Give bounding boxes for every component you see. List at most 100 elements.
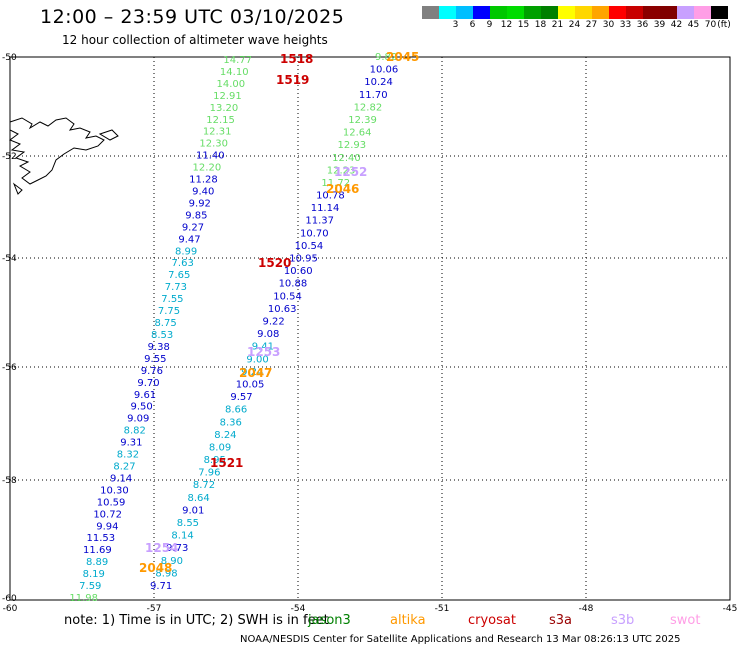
lat-tick-label: -58 bbox=[2, 476, 17, 486]
wave-height-value: 8.82 bbox=[124, 426, 146, 437]
scale-unit: (ft) bbox=[717, 20, 731, 30]
wave-height-value: 12.39 bbox=[348, 115, 377, 126]
lon-tick-label: -60 bbox=[3, 604, 18, 614]
wave-height-value: 10.72 bbox=[93, 509, 122, 520]
wave-height-value: 10.88 bbox=[279, 279, 308, 290]
wave-height-value: 9.76 bbox=[141, 366, 163, 377]
wave-height-value: 7.65 bbox=[168, 270, 190, 281]
scale-label: 30 bbox=[602, 20, 615, 30]
wave-height-value: 7.75 bbox=[158, 306, 180, 317]
wave-height-value: 9.22 bbox=[263, 317, 285, 328]
wave-height-value: 12.23 bbox=[327, 165, 356, 176]
scale-label: 18 bbox=[534, 20, 547, 30]
wave-height-value: 9.24 bbox=[241, 367, 263, 378]
graticule-grid bbox=[10, 57, 730, 600]
wave-height-value: 8.36 bbox=[220, 417, 242, 428]
scale-swatch bbox=[609, 6, 626, 19]
pass-time-label: 2046 bbox=[326, 182, 359, 196]
wave-height-value: 10.30 bbox=[100, 485, 129, 496]
pass-time-label: 2048 bbox=[139, 561, 172, 575]
scale-swatch bbox=[490, 6, 507, 19]
wave-height-value: 7.96 bbox=[198, 468, 220, 479]
scale-swatch bbox=[592, 6, 609, 19]
wave-height-value: 11.69 bbox=[83, 545, 112, 556]
coastline-shape bbox=[8, 117, 119, 195]
scale-swatch bbox=[422, 6, 439, 19]
wave-height-value: 13.20 bbox=[210, 103, 239, 114]
wave-height-value: 9.57 bbox=[230, 392, 252, 403]
wave-height-value: 8.27 bbox=[113, 461, 135, 472]
mission-altika: altika bbox=[390, 613, 426, 628]
wave-height-value: 10.60 bbox=[284, 266, 313, 277]
wave-height-value: 9.50 bbox=[130, 402, 152, 413]
footnote: note: 1) Time is in UTC; 2) SWH is in fe… bbox=[64, 613, 329, 628]
wave-height-value: 12.91 bbox=[213, 91, 242, 102]
wave-height-value: 8.89 bbox=[86, 557, 108, 568]
scale-label: 9 bbox=[486, 20, 493, 30]
wave-height-value: 14.10 bbox=[220, 67, 249, 78]
wave-height-value: 9.47 bbox=[178, 234, 200, 245]
scale-swatch bbox=[473, 6, 490, 19]
mission-s3a: s3a bbox=[549, 613, 573, 628]
wave-height-value: 10.54 bbox=[273, 291, 302, 302]
wave-height-value: 9.85 bbox=[185, 210, 207, 221]
wave-height-value: 7.73 bbox=[165, 282, 187, 293]
wave-height-value: 9.08 bbox=[257, 329, 279, 340]
wave-height-value: 12.30 bbox=[199, 139, 228, 150]
wave-height-value: 9.09 bbox=[127, 414, 149, 425]
scale-swatch bbox=[694, 6, 711, 19]
scale-label: 3 bbox=[452, 20, 459, 30]
lon-tick-label: -51 bbox=[435, 604, 450, 614]
mission-jason3: jason3 bbox=[308, 613, 351, 628]
wave-height-value: 10.70 bbox=[300, 228, 329, 239]
wave-height-value: 9.31 bbox=[120, 438, 142, 449]
pass-time-label: 2045 bbox=[386, 50, 419, 64]
scale-swatch bbox=[643, 6, 660, 19]
scale-label: 70 bbox=[704, 20, 717, 30]
wave-height-value: 10.78 bbox=[316, 191, 345, 202]
pass-time-labels: 1518 1519 2045 1252 2046 1520 1253 2047 1521 1254… bbox=[139, 50, 419, 575]
wave-height-value: 10.06 bbox=[370, 65, 399, 76]
scale-label: 15 bbox=[517, 20, 530, 30]
scale-label: 27 bbox=[585, 20, 598, 30]
wave-height-value: 12.15 bbox=[206, 115, 235, 126]
scale-swatch bbox=[524, 6, 541, 19]
pass-time-label: 1520 bbox=[258, 256, 291, 270]
lon-tick-label: -54 bbox=[291, 604, 306, 614]
lon-tick-label: -48 bbox=[579, 604, 594, 614]
wave-height-value: 10.24 bbox=[364, 77, 393, 88]
wave-height-value: 12.93 bbox=[338, 140, 367, 151]
pass-time-label: 1254 bbox=[145, 541, 178, 555]
wave-height-value: 8.99 bbox=[175, 246, 197, 257]
wave-height-value: 9.38 bbox=[148, 342, 170, 353]
scale-swatch bbox=[711, 6, 728, 19]
scale-label: 42 bbox=[670, 20, 683, 30]
lon-tick-label: -57 bbox=[147, 604, 162, 614]
wave-height-value: 8.55 bbox=[177, 518, 199, 529]
scale-label: 12 bbox=[500, 20, 513, 30]
wave-height-value: 9.92 bbox=[189, 198, 211, 209]
wave-height-value: 12.82 bbox=[354, 102, 383, 113]
wave-height-value: 8.53 bbox=[151, 330, 173, 341]
wave-height-value: 11.14 bbox=[311, 203, 340, 214]
pass-time-label: 1518 bbox=[280, 52, 313, 66]
scale-label: 36 bbox=[636, 20, 649, 30]
wave-height-value: 8.75 bbox=[154, 318, 176, 329]
wave-height-value: 14.00 bbox=[217, 79, 246, 90]
wave-height-value: 12.64 bbox=[343, 128, 372, 139]
wave-height-value: 9.70 bbox=[137, 378, 159, 389]
wave-height-value: 9.01 bbox=[182, 505, 204, 516]
map-subtitle: 12 hour collection of altimeter wave hei… bbox=[62, 33, 328, 47]
pass-time-label: 2047 bbox=[239, 366, 272, 380]
wave-height-value: 8.32 bbox=[117, 450, 139, 461]
wave-height-value: 12.31 bbox=[203, 127, 232, 138]
scale-label: 33 bbox=[619, 20, 632, 30]
scale-label: 39 bbox=[653, 20, 666, 30]
wave-height-value: 11.40 bbox=[196, 151, 225, 162]
wave-height-value: 10.05 bbox=[236, 379, 265, 390]
wave-height-value: 14.77 bbox=[223, 55, 252, 66]
scale-swatch bbox=[439, 6, 456, 19]
scale-swatch bbox=[456, 6, 473, 19]
wave-height-value: 9.14 bbox=[110, 473, 132, 484]
scale-label: 21 bbox=[551, 20, 564, 30]
